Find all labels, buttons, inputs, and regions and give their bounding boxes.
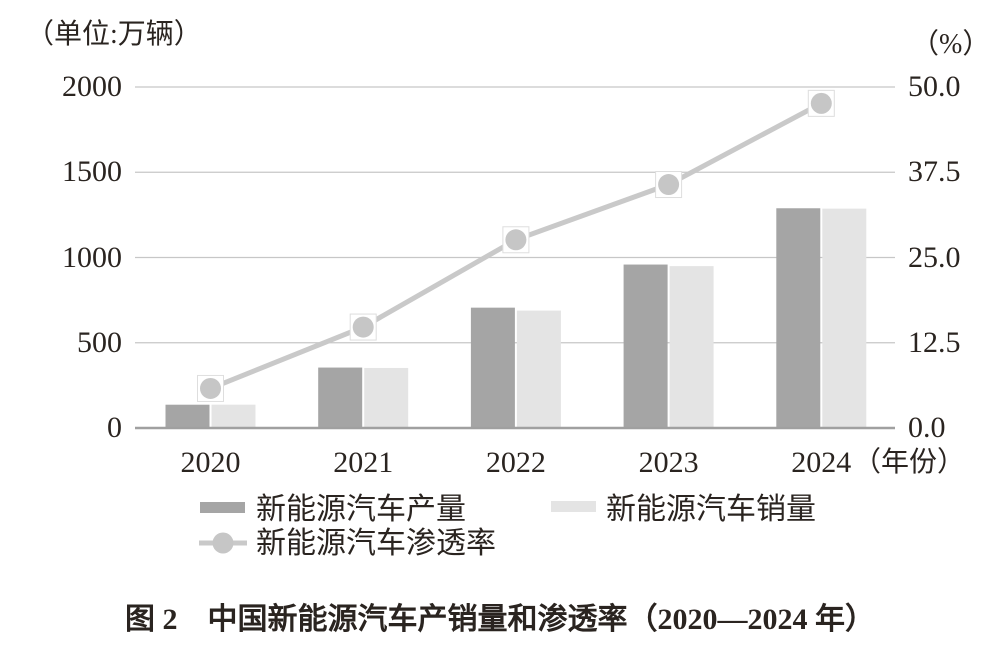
right-axis-tick-label: 25.0: [908, 240, 961, 274]
right-axis-tick-label: 12.5: [908, 325, 961, 359]
x-axis-unit-label: （年份）: [853, 447, 966, 478]
left-axis-tick-label: 1000: [62, 240, 122, 274]
left-axis-unit-label: （单位:万辆）: [26, 19, 202, 50]
sales-bar: [822, 208, 867, 428]
production-legend-swatch: [200, 502, 245, 513]
right-axis-tick-label: 50.0: [908, 70, 961, 103]
sales-legend-swatch: [551, 501, 596, 512]
production-bar: [470, 307, 515, 428]
sales-bar: [364, 367, 409, 428]
penetration-marker-dot: [212, 532, 234, 554]
sales-bar: [211, 404, 256, 428]
production-bar: [623, 264, 668, 428]
figure-caption: 图 2 中国新能源汽车产销量和渗透率（2020—2024 年）: [125, 603, 875, 636]
left-axis-tick-label: 2000: [62, 70, 122, 103]
right-axis-tick-label: 37.5: [908, 155, 961, 189]
production-bar: [776, 208, 821, 428]
x-axis-tick-label: 2024: [791, 446, 852, 479]
sales-bar: [669, 266, 714, 428]
legend-label-penetration: 新能源汽车渗透率: [256, 527, 496, 560]
x-axis-tick-label: 2023: [638, 446, 699, 479]
penetration-point: [658, 174, 680, 196]
sales-bar: [516, 310, 561, 428]
x-axis-tick-label: 2020: [180, 446, 241, 479]
penetration-point: [352, 316, 374, 338]
penetration-legend-marker: [199, 532, 247, 554]
left-axis-tick-label: 1500: [62, 155, 122, 189]
x-axis-tick-label: 2022: [485, 446, 546, 479]
production-bar: [165, 404, 210, 428]
right-axis-tick-label: 0.0: [908, 411, 946, 444]
left-axis-tick-label: 500: [77, 325, 122, 359]
penetration-point: [505, 229, 527, 251]
production-bar: [318, 367, 363, 428]
x-axis-tick-label: 2021: [333, 446, 394, 479]
penetration-point: [200, 377, 221, 399]
right-axis-unit-label: （%）: [911, 29, 991, 60]
penetration-point: [810, 92, 832, 114]
left-axis-tick-label: 0: [107, 411, 122, 444]
legend-label-sales: 新能源汽车销量: [606, 493, 816, 526]
legend-label-production: 新能源汽车产量: [256, 493, 466, 526]
